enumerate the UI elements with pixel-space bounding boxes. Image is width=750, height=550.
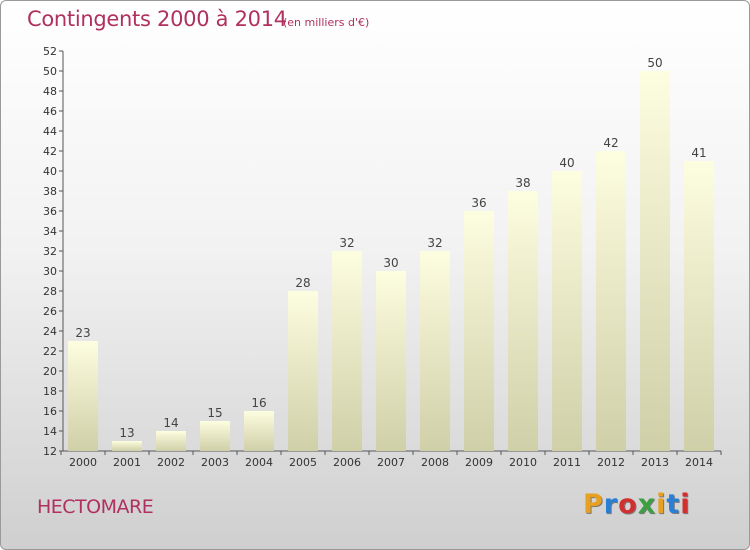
logo-letter: i [656,489,667,520]
x-tick-label: 2005 [289,456,317,469]
bar [288,291,318,451]
x-tick-label: 2014 [685,456,713,469]
x-tick-label: 2006 [333,456,361,469]
bar [156,431,186,451]
bar [684,161,714,451]
y-tick-label: 12 [43,445,57,458]
y-tick-label: 48 [43,85,57,98]
bar-value-label: 40 [559,156,574,170]
bar-value-label: 23 [75,326,90,340]
bar-value-label: 38 [515,176,530,190]
y-tick-label: 16 [43,405,57,418]
bar-value-label: 28 [295,276,310,290]
x-tick-label: 2000 [69,456,97,469]
y-tick-label: 50 [43,65,57,78]
bar [332,251,362,451]
y-tick-label: 52 [43,45,57,58]
bar-value-label: 15 [207,406,222,420]
bar-value-label: 36 [471,196,486,210]
logo-letter: x [637,489,657,520]
bar [552,171,582,451]
y-tick-label: 24 [43,325,57,338]
logo-letter: o [618,489,638,520]
y-tick-label: 28 [43,285,57,298]
bar [200,421,230,451]
proxiti-logo: Proxiti [583,489,691,520]
bar-value-label: 32 [427,236,442,250]
y-tick-label: 36 [43,205,57,218]
bar-value-label: 14 [163,416,178,430]
y-tick-label: 22 [43,345,57,358]
logo-letter: i [680,489,691,520]
bar [376,271,406,451]
y-tick-label: 40 [43,165,57,178]
y-tick-label: 38 [43,185,57,198]
x-tick-label: 2011 [553,456,581,469]
chart-subtitle: (en milliers d'€) [283,16,370,29]
logo-letter: P [583,489,604,520]
bar-value-label: 41 [691,146,706,160]
bar [112,441,142,451]
x-tick-label: 2009 [465,456,493,469]
bar [244,411,274,451]
y-tick-label: 42 [43,145,57,158]
x-tick-label: 2001 [113,456,141,469]
x-tick-label: 2012 [597,456,625,469]
bar [640,71,670,451]
chart-title: Contingents 2000 à 2014 [27,7,287,31]
logo-letter: t [666,489,681,520]
x-tick-label: 2008 [421,456,449,469]
bar-value-label: 13 [119,426,134,440]
bar [596,151,626,451]
y-tick-label: 46 [43,105,57,118]
x-tick-label: 2002 [157,456,185,469]
x-tick-label: 2010 [509,456,537,469]
bar-value-label: 42 [603,136,618,150]
x-tick-label: 2004 [245,456,273,469]
y-tick-label: 18 [43,385,57,398]
logo-letter: r [603,489,619,520]
x-tick-label: 2007 [377,456,405,469]
bar-value-label: 50 [647,56,662,70]
y-tick-label: 14 [43,425,57,438]
x-tick-label: 2003 [201,456,229,469]
place-name: HECTOMARE [37,496,154,518]
y-tick-label: 30 [43,265,57,278]
bar [420,251,450,451]
x-tick-label: 2013 [641,456,669,469]
bar-value-label: 32 [339,236,354,250]
bar-value-label: 30 [383,256,398,270]
y-tick-label: 34 [43,225,57,238]
bar-value-label: 16 [251,396,266,410]
bar [508,191,538,451]
y-tick-label: 32 [43,245,57,258]
bar [68,341,98,451]
bar [464,211,494,451]
y-tick-label: 44 [43,125,57,138]
y-tick-label: 26 [43,305,57,318]
y-tick-label: 20 [43,365,57,378]
